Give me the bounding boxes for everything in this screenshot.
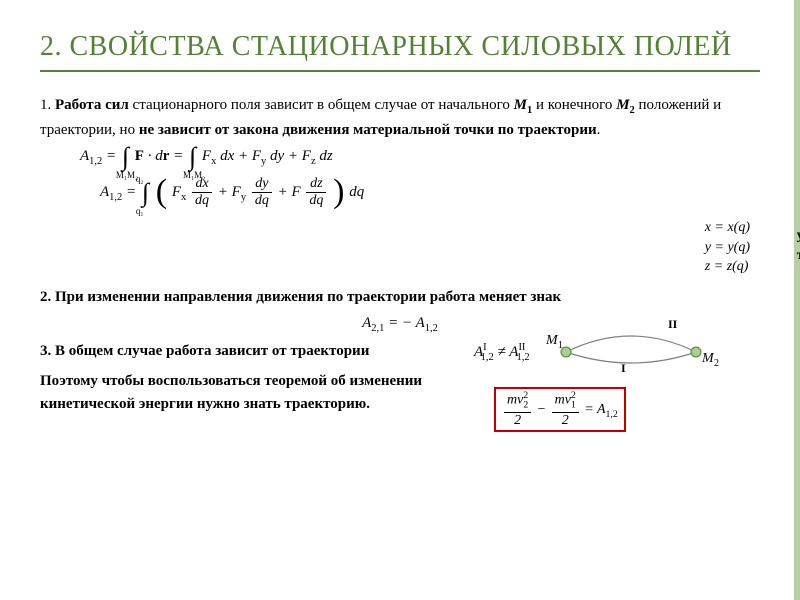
paragraph-1: 1. Работа сил стационарного поля зависит… — [40, 94, 760, 143]
trajectory-diagram: M 1 M 2 I II — [546, 312, 726, 382]
svg-text:M: M — [701, 351, 715, 366]
svg-text:I: I — [621, 361, 626, 375]
trajectory-equations: x = x(q) y = y(q) z = z(q) уравнение тра… — [705, 218, 750, 277]
paragraph-3a: 3. В общем случае работа зависит от трае… — [40, 340, 440, 363]
formula-kinetic-energy: mν222 − mν122 = A1,2 — [502, 402, 618, 417]
title-rule — [40, 70, 760, 72]
svg-text:II: II — [668, 317, 678, 331]
kinetic-energy-box: mν222 − mν122 = A1,2 — [494, 387, 626, 431]
formula-work-line-integral: A1,2 = ∫M₁M₂ F · dr = ∫M₁M₂ Fx dx + Fy d… — [80, 148, 760, 167]
section-1: 1. Работа сил стационарного поля зависит… — [40, 94, 760, 209]
accent-bar — [794, 0, 800, 600]
page-title: 2. СВОЙСТВА СТАЦИОНАРНЫХ СИЛОВЫХ ПОЛЕЙ — [40, 30, 760, 64]
paragraph-2: 2. При изменении направления движения по… — [40, 286, 760, 309]
svg-text:1: 1 — [558, 340, 563, 351]
svg-text:2: 2 — [714, 358, 719, 369]
formula-work-parametric: A1,2 = ∫q₁q₂ ( Fx dxdq + Fy dydq + F dzd… — [100, 177, 760, 208]
paragraph-3b: Поэтому чтобы воспользоваться теоремой о… — [40, 370, 440, 417]
